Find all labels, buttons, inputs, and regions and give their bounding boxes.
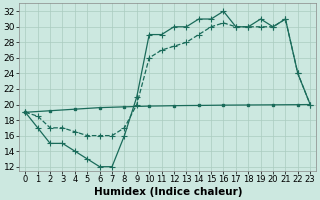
X-axis label: Humidex (Indice chaleur): Humidex (Indice chaleur) [93, 187, 242, 197]
